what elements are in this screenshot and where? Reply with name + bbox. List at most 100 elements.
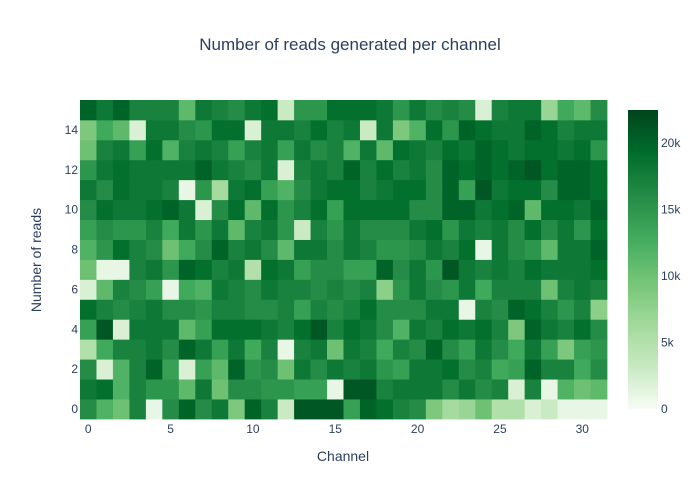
heatmap-cell <box>376 319 394 340</box>
heatmap-cell <box>294 159 311 181</box>
heatmap-cell <box>425 379 443 400</box>
heatmap-cell <box>557 219 575 240</box>
x-tick-label: 25 <box>493 422 507 436</box>
heatmap-cell <box>145 100 163 121</box>
heatmap-cell <box>541 299 558 320</box>
heatmap-cell <box>145 219 163 240</box>
heatmap-cell <box>327 379 344 400</box>
heatmap-cell <box>112 159 130 181</box>
heatmap-cell <box>96 299 114 320</box>
heatmap-cell <box>228 239 246 260</box>
heatmap-cell <box>425 219 443 240</box>
heatmap-cell <box>458 199 476 221</box>
heatmap-cell <box>359 259 377 280</box>
heatmap-cell <box>343 319 361 340</box>
heatmap-cell <box>327 199 344 221</box>
heatmap-cell <box>211 299 229 320</box>
heatmap-cell <box>112 319 130 340</box>
heatmap-cell <box>508 319 526 340</box>
heatmap-cell <box>244 159 262 181</box>
heatmap-cell <box>508 139 526 161</box>
heatmap-cell <box>96 219 114 240</box>
heatmap-cell <box>162 299 180 320</box>
heatmap-cell <box>228 359 246 380</box>
heatmap-cell <box>178 119 196 141</box>
heatmap-cell <box>574 379 591 400</box>
heatmap-cell <box>327 100 344 121</box>
heatmap-cell <box>376 359 394 380</box>
y-tick-label: 0 <box>71 402 78 416</box>
heatmap-cell <box>541 259 558 280</box>
heatmap-cell <box>277 119 295 141</box>
heatmap-cell <box>508 399 526 420</box>
heatmap-cell <box>541 219 558 240</box>
heatmap-cell <box>112 359 130 380</box>
heatmap-cell <box>261 139 279 161</box>
heatmap-cell <box>425 239 443 260</box>
heatmap-cell <box>557 279 575 300</box>
x-tick-label: 30 <box>576 422 590 436</box>
heatmap-cell <box>261 399 279 420</box>
heatmap-cell <box>425 359 443 380</box>
heatmap-cell <box>211 119 229 141</box>
heatmap-cell <box>442 359 460 380</box>
heatmap-cell <box>458 359 476 380</box>
heatmap-cell <box>574 279 591 300</box>
heatmap-cell <box>541 399 558 420</box>
heatmap-cell <box>129 299 147 320</box>
heatmap-cell <box>96 259 114 280</box>
heatmap-cell <box>277 359 295 380</box>
heatmap-cell <box>211 259 229 280</box>
heatmap-cell <box>475 299 493 320</box>
heatmap-cell <box>178 100 196 121</box>
heatmap-cell <box>590 159 608 181</box>
heatmap-cell <box>541 279 558 300</box>
heatmap-cell <box>80 239 97 260</box>
heatmap-cell <box>409 239 427 260</box>
heatmap-cell <box>261 100 279 121</box>
heatmap-cell <box>178 399 196 420</box>
heatmap-cell <box>508 379 526 400</box>
heatmap-cell <box>211 399 229 420</box>
heatmap-cell <box>310 199 328 221</box>
heatmap-cell <box>541 379 558 400</box>
heatmap-cell <box>162 159 180 181</box>
heatmap-cell <box>195 119 213 141</box>
heatmap-cell <box>376 139 394 161</box>
y-tick-label: 8 <box>71 243 78 257</box>
heatmap-cell <box>442 159 460 181</box>
heatmap-cell <box>574 100 591 121</box>
heatmap-cell <box>475 100 493 121</box>
x-axis-ticks: 0 5 10 15 20 25 30 <box>85 422 589 436</box>
heatmap-cell <box>590 399 608 420</box>
heatmap-cell <box>442 339 460 360</box>
heatmap-cell <box>277 319 295 340</box>
heatmap-cell <box>524 219 542 240</box>
heatmap-cell <box>359 119 377 141</box>
heatmap-cell <box>376 379 394 400</box>
heatmap-cell <box>343 379 361 400</box>
heatmap-cell <box>359 239 377 260</box>
heatmap-cell <box>80 359 97 380</box>
heatmap-cell <box>590 139 608 161</box>
heatmap-cell <box>557 379 575 400</box>
heatmap-cell <box>327 139 344 161</box>
heatmap-cell <box>590 100 608 121</box>
heatmap-cell <box>244 319 262 340</box>
heatmap-cell <box>524 399 542 420</box>
heatmap-cell <box>228 339 246 360</box>
heatmap-cell <box>442 299 460 320</box>
y-axis-title: Number of reads <box>28 208 44 312</box>
heatmap-cell <box>392 359 410 380</box>
heatmap-cell <box>343 359 361 380</box>
heatmap-cell <box>590 379 608 400</box>
heatmap-cell <box>96 100 114 121</box>
colorbar-tick-label: 10k <box>661 269 681 283</box>
heatmap-cell <box>178 179 196 201</box>
heatmap-cell <box>557 339 575 360</box>
heatmap-cell <box>277 279 295 300</box>
heatmap-cell <box>178 199 196 221</box>
heatmap-cell <box>524 119 542 141</box>
heatmap-cell <box>392 239 410 260</box>
